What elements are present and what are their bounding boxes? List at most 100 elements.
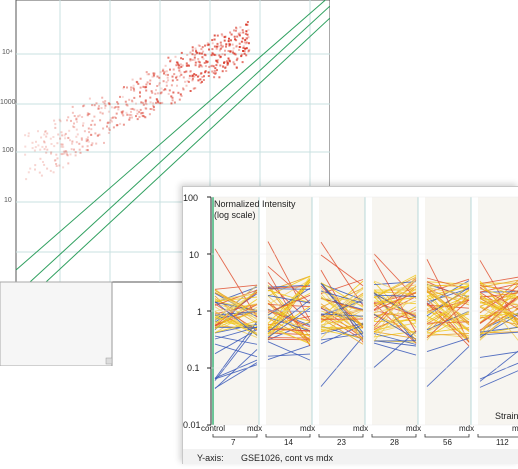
scatter-point [139, 92, 141, 94]
scatter-point [247, 34, 249, 36]
scatter-point [66, 153, 68, 155]
scatter-point [78, 143, 80, 145]
scatter-point [241, 41, 243, 43]
scatter-point [150, 101, 152, 103]
scatter-point [199, 64, 201, 66]
scatter-ytick: 10⁴ [2, 49, 13, 56]
scatter-point [158, 77, 160, 79]
scatter-point [87, 149, 89, 151]
scatter-point [128, 119, 130, 121]
xlabel-time: 56 [443, 438, 452, 447]
scatter-point [208, 66, 210, 68]
scatter-point [59, 119, 61, 121]
scatter-point [148, 73, 150, 75]
scatter-point [176, 79, 178, 81]
scatter-point [123, 124, 125, 126]
scatter-point [203, 79, 205, 81]
scatter-point [189, 52, 191, 54]
scatter-point [79, 149, 81, 151]
scatter-point [122, 96, 124, 98]
scatter-point [75, 136, 77, 138]
xlabel-mdx: mdx [300, 424, 315, 433]
scatter-point [109, 103, 111, 105]
scatter-point [198, 52, 200, 54]
xlabel-time: 7 [231, 438, 236, 447]
scatter-point [201, 56, 203, 58]
scatter-point [202, 51, 204, 53]
scatter-point [213, 72, 215, 74]
scatter-point [178, 70, 180, 72]
scatter-point [172, 76, 174, 78]
scatter-point [140, 78, 142, 80]
scatter-point [115, 106, 117, 108]
scatter-point [131, 100, 133, 102]
scatter-point [180, 57, 182, 59]
scatter-point [236, 58, 238, 60]
scatter-point [72, 106, 74, 108]
scatter-point [192, 50, 194, 52]
scatter-point [135, 103, 137, 105]
scatter-point [64, 134, 66, 136]
scatter-point [50, 151, 52, 153]
scatter-point [192, 53, 194, 55]
scatter-point [94, 124, 96, 126]
scatter-point [35, 146, 37, 148]
scatter-point [37, 144, 39, 146]
scatter-point [184, 81, 186, 83]
scatter-point [186, 54, 188, 56]
scatter-point [247, 36, 249, 38]
scatter-point [181, 52, 183, 54]
scatter-point [143, 104, 145, 106]
scatter-point [43, 164, 45, 166]
ytick-0.01: 0.01 [183, 420, 201, 430]
scatter-point [168, 93, 170, 95]
scatter-point [225, 43, 227, 45]
scatter-point [94, 132, 96, 134]
scatter-point [220, 48, 222, 50]
scatter-point [96, 102, 98, 104]
scatter-point [67, 137, 69, 139]
scatter-point [116, 113, 118, 115]
scatter-point [173, 73, 175, 75]
scatter-point [115, 117, 117, 119]
scatter-point [208, 44, 210, 46]
scatter-point [68, 130, 70, 132]
scatter-point [194, 59, 196, 61]
scatter-point [128, 99, 130, 101]
scatter-point [224, 54, 226, 56]
scatter-point [169, 69, 171, 71]
scatter-point [28, 135, 30, 137]
scatter-point [222, 65, 224, 67]
scatter-point [130, 114, 132, 116]
scatter-point [133, 88, 135, 90]
scatter-point [32, 147, 34, 149]
scatter-point [162, 70, 164, 72]
scatter-point [214, 67, 216, 69]
scatter-point [91, 144, 93, 146]
scatter-point [204, 71, 206, 73]
scatter-point [87, 136, 89, 138]
scatter-point [215, 64, 217, 66]
scatter-point [154, 93, 156, 95]
scatter-point [167, 57, 169, 59]
scatter-point [239, 26, 241, 28]
scatter-point [228, 38, 230, 40]
scatter-point [182, 58, 184, 60]
scatter-point [28, 132, 30, 134]
scatter-point [224, 40, 226, 42]
scatter-point [107, 122, 109, 124]
scatter-point [203, 58, 205, 60]
scatter-point [92, 120, 94, 122]
scatter-point [200, 72, 202, 74]
xlabel-time: 23 [337, 438, 346, 447]
scatter-point [42, 161, 44, 163]
resize-handle[interactable] [106, 358, 112, 364]
scatter-point [113, 126, 115, 128]
scatter-point [132, 108, 134, 110]
scatter-point [153, 75, 155, 77]
scatter-point [104, 107, 106, 109]
scatter-point [108, 111, 110, 113]
scatter-point [62, 166, 64, 168]
scatter-point [172, 92, 174, 94]
scatter-point [171, 102, 173, 104]
